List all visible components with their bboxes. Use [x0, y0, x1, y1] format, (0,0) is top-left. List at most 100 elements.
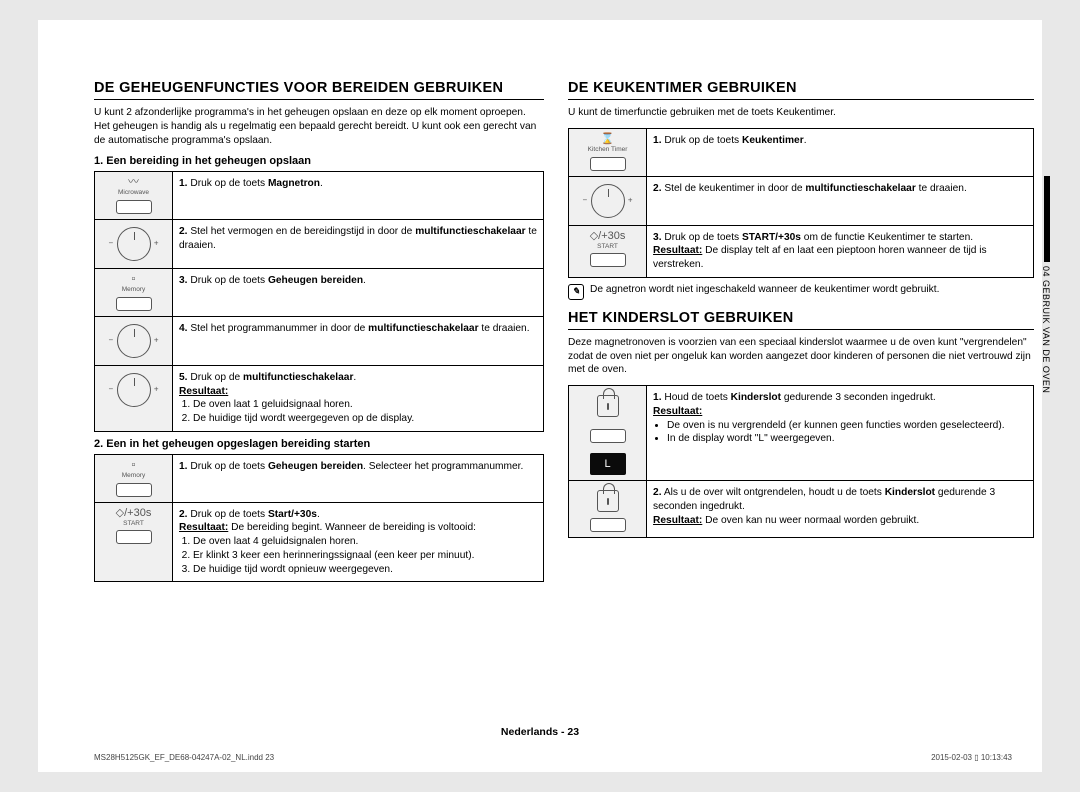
note-icon: ✎ — [568, 284, 584, 300]
list-item: De oven laat 4 geluidsignalen horen. — [193, 535, 537, 549]
tab-text: 04 GEBRUIK VAN DE OVEN — [1041, 266, 1051, 406]
list-item: De huidige tijd wordt opnieuw weergegeve… — [193, 563, 537, 577]
icon-cell: −+ — [95, 316, 173, 365]
table-row: −+ 5. Druk op de multifunctieschakelaar.… — [95, 365, 544, 431]
button-icon — [116, 530, 152, 544]
note-text: De agnetron wordt niet ingeschakeld wann… — [590, 284, 939, 295]
memory-icon: ▫ — [132, 274, 136, 285]
list-item: De oven laat 1 geluidsignaal horen. — [193, 398, 537, 412]
page-footer-right: 2015-02-03 ▯ 10:13:43 — [931, 753, 1012, 762]
list-item: In de display wordt "L" weergegeven. — [667, 432, 1027, 446]
icon-cell: 〰 Microwave — [95, 172, 173, 220]
icon-label: Memory — [122, 472, 145, 481]
rule — [94, 99, 544, 100]
button-icon — [590, 253, 626, 267]
table-row: ⌛ Kitchen Timer 1. Druk op de toets Keuk… — [569, 128, 1034, 176]
icon-cell: ◇/+30s START — [95, 502, 173, 582]
table-store: 〰 Microwave 1. Druk op de toets Magnetro… — [94, 171, 544, 432]
page-footer-left: MS28H5125GK_EF_DE68-04247A-02_NL.indd 23 — [94, 753, 274, 762]
right-column: DE KEUKENTIMER GEBRUIKEN U kunt de timer… — [568, 80, 1034, 760]
table-lock: L 1. Houd de toets Kinderslot gedurende … — [568, 385, 1034, 538]
step-text: 1. Druk op de toets Keukentimer. — [647, 128, 1034, 176]
step-text: 5. Druk op de multifunctieschakelaar. Re… — [173, 365, 544, 431]
table-row: L 1. Houd de toets Kinderslot gedurende … — [569, 386, 1034, 481]
list-item: De oven is nu vergrendeld (er kunnen gee… — [667, 419, 1027, 433]
button-icon — [590, 429, 626, 443]
content-area: DE GEHEUGENFUNCTIES VOOR BEREIDEN GEBRUI… — [94, 80, 1034, 760]
step-text: 1. Houd de toets Kinderslot gedurende 3 … — [647, 386, 1034, 481]
table-timer: ⌛ Kitchen Timer 1. Druk op de toets Keuk… — [568, 128, 1034, 278]
dial-icon: −+ — [117, 371, 151, 409]
step-text: 2. Stel de keukentimer in door de multif… — [647, 176, 1034, 225]
step-text: 2. Druk op de toets Start/+30s. Resultaa… — [173, 502, 544, 582]
timer-icon: ⌛ — [601, 134, 615, 145]
rule — [568, 329, 1034, 330]
button-icon — [116, 483, 152, 497]
list-item: De huidige tijd wordt weergegeven op de … — [193, 412, 537, 426]
table-row: ▫ Memory 1. Druk op de toets Geheugen be… — [95, 454, 544, 502]
start-icon: ◇/+30s — [116, 508, 152, 519]
heading-memory: DE GEHEUGENFUNCTIES VOOR BEREIDEN GEBRUI… — [94, 80, 544, 96]
button-icon — [590, 518, 626, 532]
step-text: 2. Als u de over wilt ontgrendelen, houd… — [647, 481, 1034, 538]
microwave-icon: 〰 — [128, 177, 139, 188]
step-text: 1. Druk op de toets Geheugen bereiden. S… — [173, 454, 544, 502]
rule — [568, 99, 1034, 100]
table-row: 2. Als u de over wilt ontgrendelen, houd… — [569, 481, 1034, 538]
icon-cell: −+ — [569, 176, 647, 225]
dial-icon: −+ — [591, 182, 625, 220]
button-icon — [590, 157, 626, 171]
table-recall: ▫ Memory 1. Druk op de toets Geheugen be… — [94, 454, 544, 583]
icon-cell: −+ — [95, 365, 173, 431]
subheading-recall: 2. Een in het geheugen opgeslagen bereid… — [94, 438, 544, 450]
icon-cell: ⌛ Kitchen Timer — [569, 128, 647, 176]
left-column: DE GEHEUGENFUNCTIES VOOR BEREIDEN GEBRUI… — [94, 80, 544, 760]
icon-cell: L — [569, 386, 647, 481]
icon-cell: ◇/+30s START — [569, 225, 647, 277]
button-icon — [116, 297, 152, 311]
tab-stripe — [1044, 176, 1050, 262]
dial-icon: −+ — [117, 225, 151, 263]
table-row: 〰 Microwave 1. Druk op de toets Magnetro… — [95, 172, 544, 220]
icon-label: Kitchen Timer — [588, 146, 628, 155]
heading-timer: DE KEUKENTIMER GEBRUIKEN — [568, 80, 1034, 96]
intro-lock: Deze magnetronoven is voorzien van een s… — [568, 336, 1034, 377]
result-list: De oven laat 4 geluidsignalen horen. Er … — [179, 535, 537, 576]
side-tab: 04 GEBRUIK VAN DE OVEN — [1038, 176, 1052, 356]
result-list: De oven is nu vergrendeld (er kunnen gee… — [653, 419, 1027, 447]
intro-memory: U kunt 2 afzonderlijke programma's in he… — [94, 106, 544, 147]
icon-cell: ▫ Memory — [95, 454, 173, 502]
result-list: De oven laat 1 geluidsignaal horen. De h… — [179, 398, 537, 426]
dial-icon: −+ — [117, 322, 151, 360]
icon-label: Memory — [122, 286, 145, 295]
table-row: −+ 2. Stel de keukentimer in door de mul… — [569, 176, 1034, 225]
display-icon: L — [590, 453, 626, 475]
page-footer-center: Nederlands - 23 — [38, 726, 1042, 738]
lock-icon — [597, 490, 619, 512]
table-row: ◇/+30s START 3. Druk op de toets START/+… — [569, 225, 1034, 277]
step-text: 4. Stel het programmanummer in door de m… — [173, 316, 544, 365]
button-icon — [116, 200, 152, 214]
intro-timer: U kunt de timerfunctie gebruiken met de … — [568, 106, 1034, 120]
memory-icon: ▫ — [132, 460, 136, 471]
subheading-store: 1. Een bereiding in het geheugen opslaan — [94, 155, 544, 167]
icon-label: Microwave — [118, 189, 149, 198]
list-item: Er klinkt 3 keer een herinneringssignaal… — [193, 549, 537, 563]
start-icon: ◇/+30s — [590, 231, 626, 242]
icon-cell: −+ — [95, 220, 173, 269]
page: DE GEHEUGENFUNCTIES VOOR BEREIDEN GEBRUI… — [38, 20, 1042, 772]
step-text: 3. Druk op de toets Geheugen bereiden. — [173, 269, 544, 317]
table-row: ◇/+30s START 2. Druk op de toets Start/+… — [95, 502, 544, 582]
icon-label: START — [123, 520, 144, 529]
table-row: −+ 4. Stel het programmanummer in door d… — [95, 316, 544, 365]
table-row: −+ 2. Stel het vermogen en de bereidings… — [95, 220, 544, 269]
heading-lock: HET KINDERSLOT GEBRUIKEN — [568, 310, 1034, 326]
lock-icon — [597, 395, 619, 417]
step-text: 3. Druk op de toets START/+30s om de fun… — [647, 225, 1034, 277]
icon-cell: ▫ Memory — [95, 269, 173, 317]
icon-cell — [569, 481, 647, 538]
table-row: ▫ Memory 3. Druk op de toets Geheugen be… — [95, 269, 544, 317]
icon-label: START — [597, 243, 618, 252]
note: ✎ De agnetron wordt niet ingeschakeld wa… — [568, 284, 1034, 300]
step-text: 1. Druk op de toets Magnetron. — [173, 172, 544, 220]
